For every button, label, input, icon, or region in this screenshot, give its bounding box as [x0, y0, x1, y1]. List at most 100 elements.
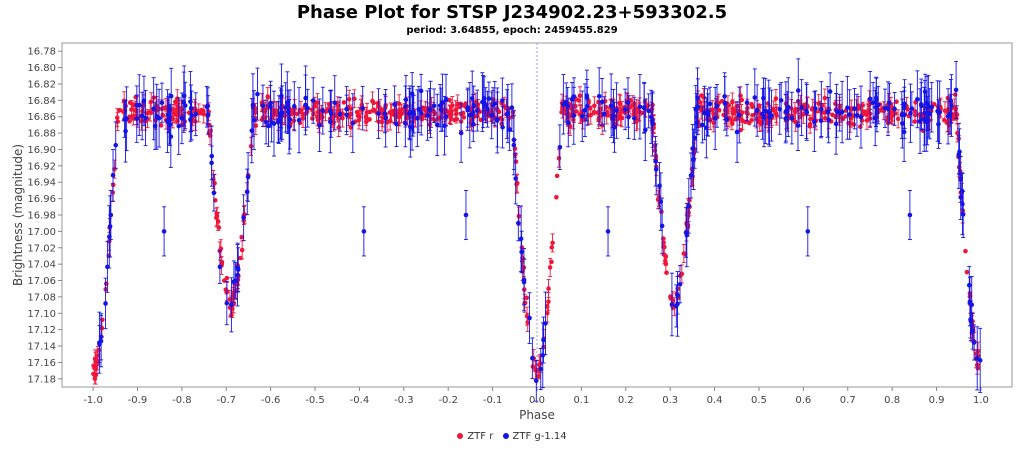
ztf-r-point — [616, 100, 622, 106]
ztf-g-point — [565, 103, 570, 109]
ztf-g-point — [601, 111, 607, 117]
ztf-g-point — [761, 95, 766, 101]
ztf-g-point — [686, 203, 692, 209]
ztf-g-point — [827, 89, 833, 94]
ztf-g-point — [712, 116, 718, 121]
ztf-r-point — [201, 111, 207, 117]
ztf-g-point — [394, 121, 399, 127]
ztf-r-point — [214, 211, 219, 216]
ztf-g-point — [443, 114, 449, 120]
ztf-g-point — [769, 113, 774, 118]
ztf-r-point — [340, 115, 345, 121]
ztf-r-point — [951, 113, 957, 119]
ztf-g-point — [785, 104, 791, 110]
ztf-g-point — [310, 98, 316, 103]
ztf-g-point — [582, 107, 588, 113]
ztf-r-point — [964, 269, 970, 275]
ztf-g-point — [845, 105, 850, 111]
y-tick-label: 16.88 — [27, 129, 56, 140]
y-tick-label: 17.08 — [27, 292, 56, 303]
y-tick-label: 16.94 — [27, 178, 56, 189]
ztf-r-point — [571, 117, 576, 123]
ztf-r-point — [99, 325, 105, 331]
ztf-g-point — [467, 112, 473, 118]
ztf-g-point — [511, 137, 517, 143]
y-tick-label: 17.10 — [27, 309, 56, 320]
ztf-g-point — [159, 100, 165, 106]
x-tick-label: 0.6 — [795, 395, 811, 406]
ztf-g-point — [260, 103, 266, 109]
ztf-g-point — [641, 105, 647, 110]
legend-item-ztf-r[interactable]: ZTF r — [457, 431, 493, 442]
ztf-r-point — [239, 234, 245, 240]
ztf-g-point — [328, 108, 333, 114]
ztf-g-point — [205, 112, 211, 118]
ztf-r-point — [524, 295, 530, 301]
ztf-g-point — [165, 112, 171, 118]
ztf-g-point — [317, 122, 322, 128]
ztf-g-point — [924, 101, 930, 106]
ztf-g-point — [908, 110, 913, 116]
ztf-g-point — [392, 102, 397, 107]
ztf-g-point — [250, 102, 256, 108]
x-tick-label: -0.1 — [483, 395, 503, 406]
ztf-g-point — [922, 110, 928, 116]
ztf-r-point — [525, 320, 530, 325]
ztf-g-point — [541, 337, 546, 343]
ztf-r-point — [730, 106, 736, 112]
ztf-r-point — [605, 112, 611, 118]
ztf-r-point — [363, 114, 369, 119]
ztf-g-point — [538, 366, 544, 372]
ztf-r-point — [659, 209, 664, 215]
ztf-g-point — [761, 115, 767, 120]
ztf-g-point — [431, 103, 437, 109]
ztf-r-point — [663, 254, 669, 260]
legend-item-ztf-g[interactable]: ZTF g-1.14 — [502, 431, 567, 442]
ztf-g-point — [922, 89, 928, 94]
ztf-r-point — [379, 119, 385, 125]
ztf-g-point — [337, 111, 343, 117]
ztf-g-point — [179, 116, 185, 121]
ztf-r-point — [367, 117, 372, 122]
ztf-r-point — [371, 107, 377, 112]
ztf-g-point — [428, 107, 433, 112]
ztf-g-outlier-point — [805, 229, 811, 234]
ztf-r-point — [771, 107, 776, 113]
ztf-g-point — [416, 107, 422, 112]
ztf-g-point — [103, 301, 108, 306]
ztf-g-point — [156, 115, 162, 121]
ztf-g-point — [403, 120, 408, 126]
ztf-g-point — [945, 114, 951, 119]
ztf-g-point — [527, 315, 532, 321]
ztf-g-point — [231, 279, 237, 284]
ztf-r-point — [857, 124, 863, 130]
ztf-g-point — [407, 110, 413, 116]
ztf-r-point — [975, 348, 981, 354]
ztf-r-point — [447, 97, 452, 103]
ztf-g-point — [625, 100, 631, 105]
ztf-g-point — [507, 127, 512, 132]
ztf-g-point — [650, 121, 655, 127]
y-tick-label: 17.12 — [27, 325, 56, 336]
ztf-r-point — [952, 92, 958, 97]
ztf-r-point — [746, 120, 752, 126]
y-tick-label: 16.92 — [27, 161, 56, 172]
ztf-r-point — [895, 116, 901, 122]
x-tick-label: -0.4 — [350, 395, 370, 406]
y-tick-label: 17.18 — [27, 374, 56, 385]
ztf-r-point — [577, 93, 583, 99]
ztf-r-point — [639, 110, 645, 116]
ztf-g-point — [584, 95, 590, 100]
ztf-r-point — [808, 116, 813, 122]
ztf-g-point — [305, 105, 310, 111]
ztf-r-point — [592, 103, 597, 109]
ztf-g-point — [714, 103, 720, 109]
ztf-r-point — [453, 107, 458, 113]
ztf-g-point — [495, 117, 500, 122]
ztf-g-point — [766, 109, 772, 115]
ztf-g-point — [283, 105, 288, 110]
x-tick-label: -0.7 — [216, 395, 236, 406]
ztf-g-point — [521, 279, 527, 285]
ztf-g-point — [540, 352, 546, 358]
ztf-r-point — [856, 106, 862, 111]
